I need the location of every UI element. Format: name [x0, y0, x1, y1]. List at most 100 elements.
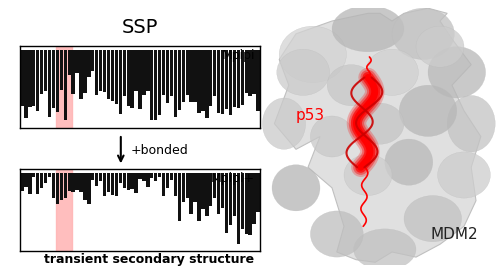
Bar	[166, 50, 169, 103]
Bar	[32, 173, 35, 177]
Bar	[142, 50, 146, 95]
Bar	[213, 173, 216, 197]
Bar	[225, 173, 228, 233]
Bar	[229, 50, 232, 115]
Bar	[111, 173, 114, 195]
Bar	[142, 173, 146, 181]
Bar	[233, 50, 236, 107]
Bar	[150, 50, 154, 120]
Bar	[36, 173, 40, 194]
Bar	[190, 50, 193, 102]
Bar	[217, 50, 220, 113]
Bar	[244, 173, 248, 234]
Ellipse shape	[277, 49, 330, 96]
Bar	[146, 50, 150, 91]
Bar	[170, 50, 173, 96]
Bar	[99, 50, 102, 91]
Bar	[170, 173, 173, 180]
Bar	[122, 50, 126, 96]
Bar	[111, 50, 114, 101]
Bar	[56, 173, 59, 204]
Bar	[134, 50, 138, 91]
Bar	[32, 50, 35, 106]
Bar	[205, 50, 208, 118]
Bar	[76, 50, 78, 73]
Bar	[114, 173, 118, 196]
Ellipse shape	[392, 8, 454, 60]
Bar	[103, 50, 106, 92]
Text: Mpipi: Mpipi	[222, 49, 255, 62]
Polygon shape	[274, 8, 481, 262]
Ellipse shape	[438, 152, 490, 198]
Bar	[80, 173, 82, 192]
Bar	[138, 50, 141, 109]
Bar	[107, 173, 110, 192]
Bar	[36, 50, 40, 111]
Bar	[83, 50, 86, 93]
Bar	[76, 173, 78, 190]
Bar	[244, 50, 248, 93]
Ellipse shape	[272, 165, 320, 211]
Bar	[68, 50, 71, 75]
Ellipse shape	[354, 229, 416, 270]
Ellipse shape	[310, 211, 363, 257]
Ellipse shape	[262, 98, 306, 149]
Ellipse shape	[344, 155, 392, 195]
Ellipse shape	[327, 65, 375, 106]
Bar	[114, 50, 118, 104]
Text: SSP: SSP	[122, 18, 158, 37]
Bar	[252, 173, 256, 224]
Bar	[256, 173, 260, 212]
Bar	[107, 50, 110, 99]
Bar	[236, 50, 240, 108]
Bar	[24, 173, 28, 187]
Bar	[252, 50, 256, 94]
Bar	[166, 173, 169, 188]
Bar	[56, 50, 59, 112]
Bar	[83, 173, 86, 200]
Text: transient secondary structure: transient secondary structure	[44, 253, 255, 266]
Bar	[87, 173, 90, 204]
Bar	[68, 173, 71, 191]
Bar	[118, 173, 122, 183]
Bar	[64, 173, 67, 198]
Ellipse shape	[310, 116, 354, 157]
Bar	[44, 50, 47, 91]
Bar	[202, 173, 204, 209]
Ellipse shape	[356, 103, 404, 144]
Bar	[48, 50, 51, 117]
Bar	[205, 173, 208, 216]
Bar	[95, 50, 98, 94]
Ellipse shape	[279, 26, 346, 83]
Bar	[87, 50, 90, 77]
Bar	[209, 173, 212, 206]
Bar	[80, 50, 82, 99]
Bar	[130, 173, 134, 189]
Bar	[186, 173, 189, 198]
Bar	[182, 50, 185, 102]
Bar	[221, 50, 224, 114]
Bar	[40, 50, 43, 94]
Bar	[240, 173, 244, 229]
Bar	[225, 50, 228, 109]
Bar	[52, 50, 55, 108]
Bar	[118, 50, 122, 114]
Bar	[236, 173, 240, 244]
Text: Mpipi+: Mpipi+	[211, 172, 255, 185]
Bar	[178, 173, 181, 221]
Bar	[146, 173, 150, 186]
Bar	[91, 173, 94, 180]
Bar	[40, 173, 43, 188]
Ellipse shape	[385, 139, 433, 185]
Bar	[198, 173, 200, 221]
Bar	[248, 50, 252, 96]
Bar	[162, 173, 166, 195]
Text: MDM2: MDM2	[431, 227, 478, 242]
Bar	[194, 50, 197, 102]
Bar	[28, 173, 32, 194]
Bar	[126, 173, 130, 190]
Bar	[240, 50, 244, 105]
Bar	[134, 173, 138, 193]
Bar	[95, 173, 98, 186]
Bar	[174, 173, 177, 196]
